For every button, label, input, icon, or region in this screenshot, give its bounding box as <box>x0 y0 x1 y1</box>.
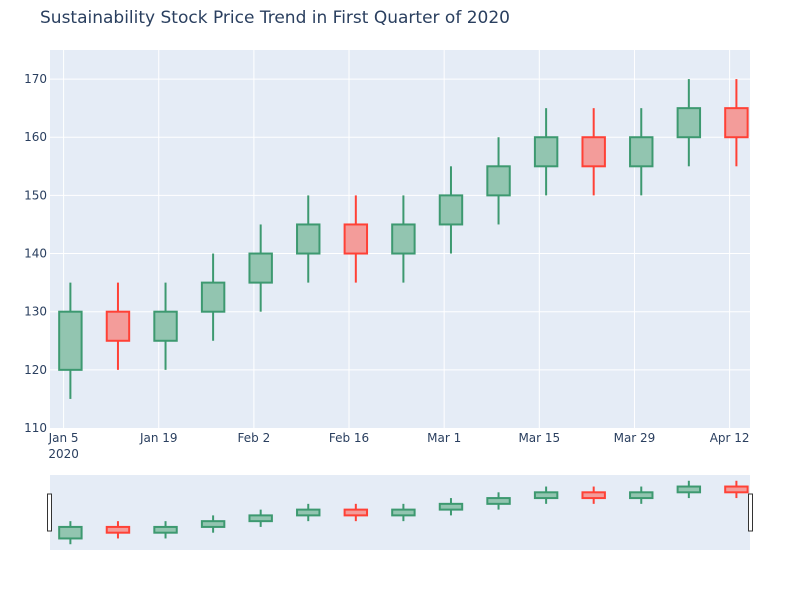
candle[interactable] <box>200 253 226 341</box>
candle-body <box>676 107 702 139</box>
candle-body <box>391 223 416 255</box>
candle-rangeslider[interactable] <box>153 521 178 539</box>
candle-body <box>296 223 321 255</box>
x-tick-label: Jan 5 <box>48 431 79 445</box>
candle[interactable] <box>58 282 83 399</box>
candle-rangeslider[interactable] <box>248 509 273 527</box>
rangeslider-left-handle[interactable] <box>47 493 52 532</box>
candle-rangeslider[interactable] <box>533 486 559 504</box>
x-tick-sublabel: 2020 <box>48 447 79 461</box>
candle-body <box>676 485 702 494</box>
x-tick-label: Mar 1 <box>427 431 461 445</box>
rangeslider-candles <box>58 480 749 545</box>
candle-body <box>438 502 464 511</box>
candle-rangeslider[interactable] <box>58 521 83 545</box>
candle-rangeslider[interactable] <box>486 492 511 510</box>
candle[interactable] <box>248 224 273 312</box>
candle-rangeslider[interactable] <box>438 498 464 516</box>
candle-body <box>486 497 511 505</box>
x-tick-label: Apr 12 <box>710 431 750 445</box>
candle-rangeslider[interactable] <box>629 486 654 504</box>
candle-rangeslider[interactable] <box>581 486 606 504</box>
candle-body <box>343 223 369 255</box>
candle-body <box>58 525 83 540</box>
candle[interactable] <box>629 108 654 196</box>
y-axis-ticks: 110 120 130 140 150 160 170 <box>24 72 47 435</box>
candle-body <box>581 136 606 168</box>
x-axis-ticks: Jan 5 2020 Jan 19 Feb 2 Feb 16 Mar 1 Mar 15 Mar… <box>48 431 750 461</box>
candle-body <box>724 485 749 494</box>
y-tick-label: 160 <box>24 130 47 144</box>
candle-rangeslider[interactable] <box>391 503 416 522</box>
candle[interactable] <box>153 282 178 370</box>
candle[interactable] <box>533 108 559 196</box>
candle-body <box>343 508 369 517</box>
candle[interactable] <box>438 166 464 254</box>
candle-rangeslider[interactable] <box>105 521 131 539</box>
candle-rangeslider[interactable] <box>676 480 702 499</box>
candle-body <box>105 310 131 342</box>
candle-body <box>105 525 131 534</box>
candle-body <box>629 136 654 168</box>
y-tick-label: 170 <box>24 72 47 86</box>
x-tick-label: Feb 2 <box>238 431 271 445</box>
x-tick-label: Feb 16 <box>329 431 369 445</box>
y-tick-label: 150 <box>24 188 47 202</box>
candle-body <box>724 107 749 139</box>
candle-body <box>153 525 178 534</box>
candle-body <box>629 491 654 500</box>
x-tick-label: Jan 19 <box>139 431 178 445</box>
x-tick-label: Mar 29 <box>614 431 656 445</box>
candle-body <box>486 165 511 197</box>
candle-body <box>581 491 606 500</box>
candle-body <box>533 491 559 500</box>
candle-body <box>58 310 83 371</box>
x-tick-label: Mar 15 <box>518 431 560 445</box>
main-candles <box>58 79 749 399</box>
candle-body <box>200 281 226 313</box>
candle[interactable] <box>724 79 749 167</box>
candle[interactable] <box>391 195 416 283</box>
candle-body <box>438 194 464 226</box>
candle[interactable] <box>581 108 606 196</box>
candle-rangeslider[interactable] <box>343 503 369 522</box>
candle-body <box>533 136 559 168</box>
rangeslider-right-handle[interactable] <box>748 493 753 532</box>
candle[interactable] <box>676 79 702 167</box>
candle-rangeslider[interactable] <box>724 480 749 499</box>
y-tick-label: 110 <box>24 421 47 435</box>
y-tick-label: 120 <box>24 363 47 377</box>
candle-body <box>248 252 273 284</box>
candle-rangeslider[interactable] <box>296 503 321 522</box>
candle-body <box>248 514 273 523</box>
y-tick-label: 130 <box>24 305 47 319</box>
candle-body <box>391 508 416 517</box>
chart-title: Sustainability Stock Price Trend in Firs… <box>40 8 510 28</box>
candle-body <box>153 310 178 342</box>
candle-body <box>200 520 226 528</box>
candle[interactable] <box>296 195 321 283</box>
candle-rangeslider[interactable] <box>200 515 226 533</box>
candle[interactable] <box>343 195 369 283</box>
candle-body <box>296 508 321 517</box>
candle[interactable] <box>486 137 511 225</box>
y-tick-label: 140 <box>24 247 47 261</box>
candle[interactable] <box>105 282 131 370</box>
